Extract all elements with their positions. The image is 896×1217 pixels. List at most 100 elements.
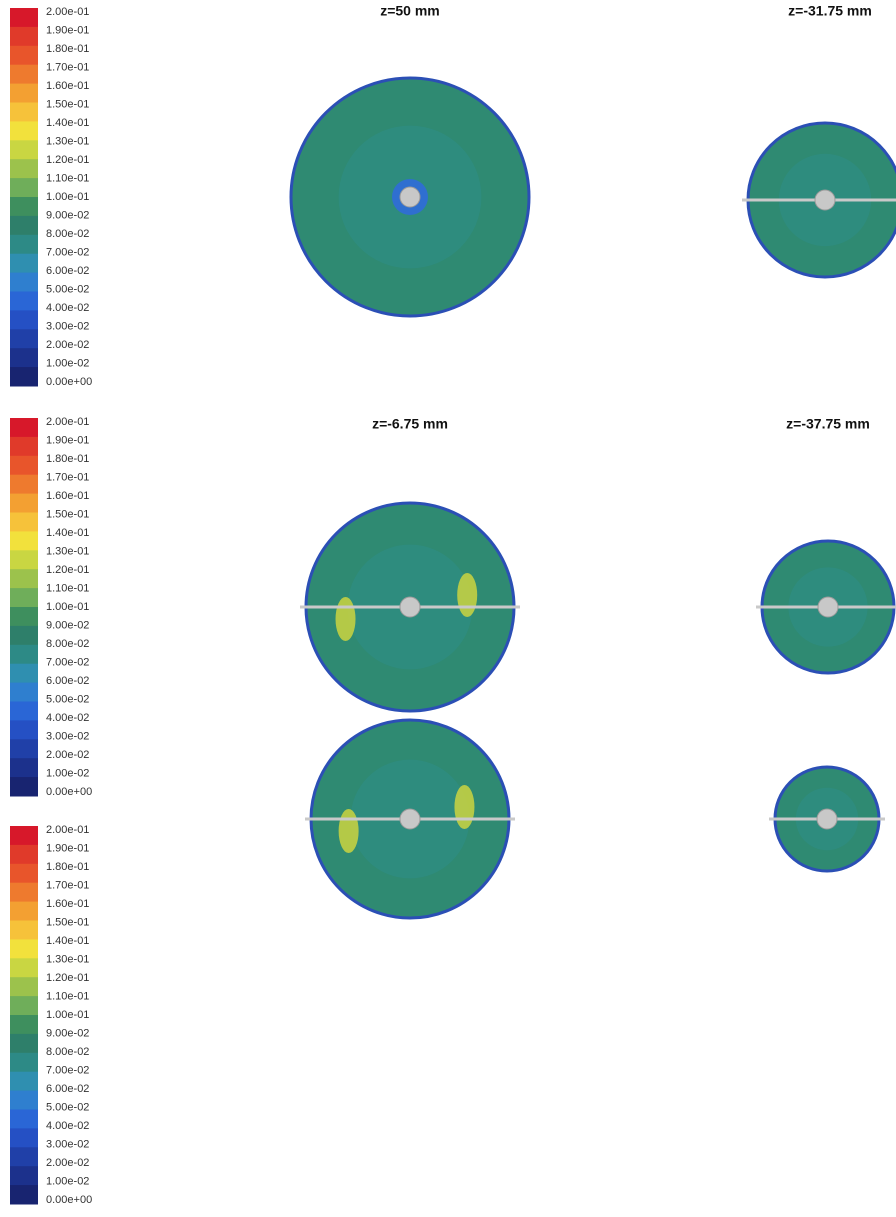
colorbar-band [10,958,38,978]
colorbar-label: 1.30e-01 [46,953,89,965]
colorbar-label: 1.50e-01 [46,98,89,110]
colorbar-band [10,901,38,921]
colorbar-band [10,550,38,570]
colorbar-label: 2.00e-02 [46,1157,89,1169]
colorbar-label: 1.50e-01 [46,916,89,928]
contour-plot [289,76,531,318]
colorbar-band [10,1166,38,1186]
colorbar-label: 8.00e-02 [46,1046,89,1058]
colorbar-band [10,121,38,141]
colorbar-label: 5.00e-02 [46,1101,89,1113]
colorbar-band [10,644,38,665]
hot-spot [454,785,475,829]
hub [814,189,836,211]
colorbar-label: 0.00e+00 [46,786,92,798]
colorbar-band [10,625,38,646]
colorbar-band [10,64,38,85]
colorbar-band [10,920,38,940]
colorbar-band [10,1052,38,1073]
colorbar-label: 1.90e-01 [46,842,89,854]
colorbar-label: 1.60e-01 [46,490,89,502]
colorbar-band [10,1033,38,1054]
contour-plot [742,121,896,279]
colorbar-label: 1.10e-01 [46,990,89,1002]
hub [817,596,839,618]
colorbar-band [10,1147,38,1167]
colorbar-band [10,569,38,589]
hot-spot [338,809,359,853]
colorbar-band [10,844,38,865]
colorbar-band [10,663,38,684]
colorbar-band [10,739,38,759]
colorbar-label: 2.00e-02 [46,749,89,761]
colorbar-label: 1.00e-01 [46,601,89,613]
colorbar-label: 0.00e+00 [46,376,92,388]
colorbar-band [10,178,38,198]
colorbar-label: 1.00e-02 [46,767,89,779]
colorbar-label: 3.00e-02 [46,320,89,332]
colorbar-label: 8.00e-02 [46,228,89,240]
colorbar-band [10,1109,38,1129]
colorbar-label: 1.80e-01 [46,43,89,55]
colorbar-band [10,197,38,217]
panel-title: z=50 mm [380,3,440,19]
colorbar-label: 8.00e-02 [46,638,89,650]
colorbar-band [10,882,38,903]
colorbar-band [10,996,38,1016]
colorbar-band [10,348,38,368]
colorbar-label: 6.00e-02 [46,675,89,687]
colorbar-band [10,758,38,778]
colorbar-label: 1.40e-01 [46,117,89,129]
panel-title: z=-6.75 mm [372,416,448,432]
colorbar-band [10,474,38,495]
colorbar-label: 1.20e-01 [46,972,89,984]
colorbar-label: 1.70e-01 [46,471,89,483]
colorbar-band [10,83,38,103]
colorbar-label: 1.90e-01 [46,434,89,446]
colorbar-label: 3.00e-02 [46,1138,89,1150]
colorbar-band [10,418,38,438]
colorbar-label: 1.40e-01 [46,527,89,539]
colorbar-band [10,1071,38,1092]
colorbar-label: 7.00e-02 [46,656,89,668]
colorbar-band [10,720,38,740]
colorbar-label: 1.10e-01 [46,172,89,184]
colorbar-label: 6.00e-02 [46,1083,89,1095]
colorbar-band [10,1185,38,1205]
hub [816,808,838,830]
colorbar-label: 4.00e-02 [46,302,89,314]
colorbar-label: 1.70e-01 [46,879,89,891]
colorbar-label: 1.90e-01 [46,24,89,36]
colorbar-label: 1.20e-01 [46,564,89,576]
hot-spot [457,573,478,617]
colorbar-band [10,367,38,387]
colorbar-band [10,1128,38,1148]
contour-plot [756,539,896,675]
colorbar-band [10,8,38,28]
colorbar-band [10,826,38,846]
colorbar-band [10,253,38,274]
colorbar-band [10,512,38,532]
colorbar-label: 7.00e-02 [46,246,89,258]
colorbar-band [10,329,38,349]
colorbar-band [10,26,38,47]
colorbar-band [10,140,38,160]
hot-spot [335,597,356,641]
colorbar-label: 9.00e-02 [46,619,89,631]
colorbar-label: 1.30e-01 [46,135,89,147]
colorbar-band [10,234,38,255]
colorbar-label: 1.70e-01 [46,61,89,73]
colorbar-band [10,863,38,884]
contour-plot [305,718,515,920]
colorbar-band [10,291,38,311]
colorbar-label: 6.00e-02 [46,265,89,277]
colorbar-band [10,455,38,476]
contour-plot [769,765,885,873]
colorbar-band [10,531,38,551]
colorbar-label: 1.00e-02 [46,1175,89,1187]
colorbar-label: 4.00e-02 [46,712,89,724]
colorbar-band [10,45,38,66]
colorbar-band [10,607,38,627]
colorbar-label: 1.00e-01 [46,191,89,203]
colorbar-band [10,682,38,702]
